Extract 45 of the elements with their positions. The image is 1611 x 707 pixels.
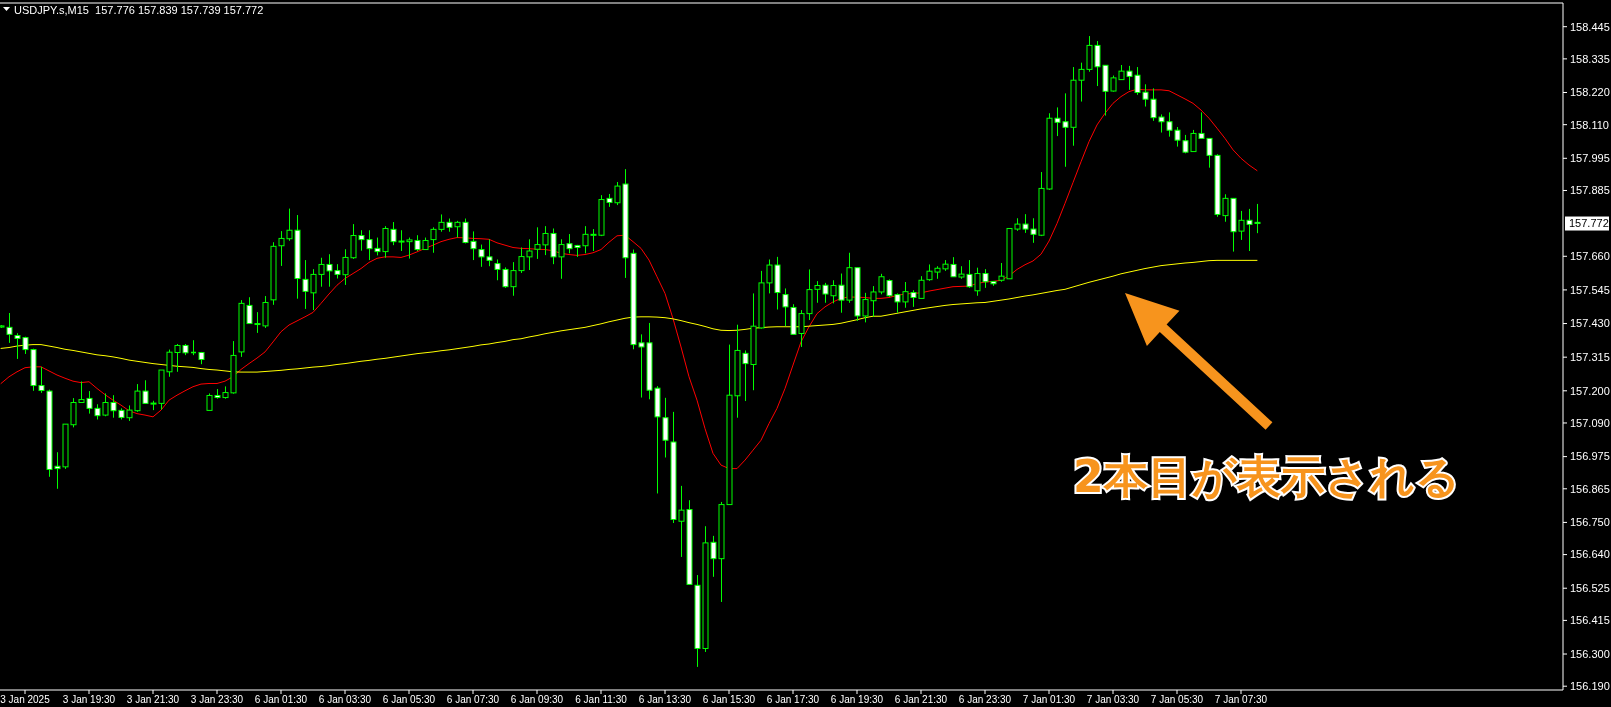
x-tick-label: 6 Jan 21:30	[894, 694, 948, 705]
y-tick-label: 157.545	[1570, 283, 1610, 296]
y-tick-label: 157.315	[1570, 351, 1610, 364]
y-tick-label: 157.995	[1570, 152, 1610, 165]
x-tick-label: 6 Jan 13:30	[638, 694, 692, 705]
x-tick-label: 6 Jan 07:30	[446, 694, 500, 705]
y-tick-label: 157.660	[1570, 250, 1610, 263]
y-tick-label: 156.975	[1570, 450, 1610, 463]
y-tick-label: 157.200	[1570, 384, 1610, 397]
x-tick-label: 3 Jan 19:30	[62, 694, 116, 705]
annotation: 2本目が表示される	[1073, 451, 1460, 502]
y-tick-label: 157.090	[1570, 416, 1610, 429]
y-tick-label: 156.415	[1570, 614, 1610, 627]
x-tick-label: 7 Jan 01:30	[1022, 694, 1076, 705]
y-tick-label: 158.110	[1570, 118, 1609, 131]
x-tick-label: 7 Jan 05:30	[1150, 694, 1204, 705]
candlestick	[662, 397, 669, 458]
y-tick-label: 156.640	[1570, 548, 1610, 561]
x-tick-label: 6 Jan 15:30	[702, 694, 756, 705]
x-tick-label: 6 Jan 19:30	[830, 694, 884, 705]
y-tick-label: 158.220	[1570, 86, 1610, 99]
y-tick-label: 158.335	[1570, 52, 1610, 65]
y-tick-label: 156.300	[1570, 647, 1610, 660]
x-tick-label: 7 Jan 07:30	[1214, 694, 1268, 705]
y-tick-label: 156.750	[1570, 516, 1610, 529]
x-tick-label: 3 Jan 2025	[0, 694, 51, 705]
y-tick-label: 156.865	[1570, 482, 1610, 495]
y-tick-label: 158.445	[1570, 20, 1610, 33]
x-tick-label: 6 Jan 05:30	[382, 694, 436, 705]
x-tick-label: 3 Jan 21:30	[126, 694, 180, 705]
line-series	[0, 259, 1258, 373]
x-tick-label: 3 Jan 23:30	[190, 694, 244, 705]
x-tick-label: 6 Jan 17:30	[766, 694, 820, 705]
y-tick-label: 157.885	[1570, 184, 1610, 197]
x-tick-label: 6 Jan 01:30	[254, 694, 308, 705]
x-tick-label: 6 Jan 03:30	[318, 694, 372, 705]
y-tick-label: 156.190	[1570, 680, 1610, 693]
chart-title: USDJPY.s,M15 157.776 157.839 157.739 157.772	[14, 4, 264, 16]
x-tick-label: 6 Jan 23:30	[958, 694, 1012, 705]
y-tick-label: 157.430	[1570, 317, 1610, 330]
text: 157.772	[1569, 217, 1609, 230]
x-tick-label: 6 Jan 11:30	[575, 694, 628, 705]
x-tick-label: 6 Jan 09:30	[510, 694, 564, 705]
y-tick-label: 156.525	[1570, 582, 1610, 595]
x-tick-label: 7 Jan 03:30	[1086, 694, 1140, 705]
